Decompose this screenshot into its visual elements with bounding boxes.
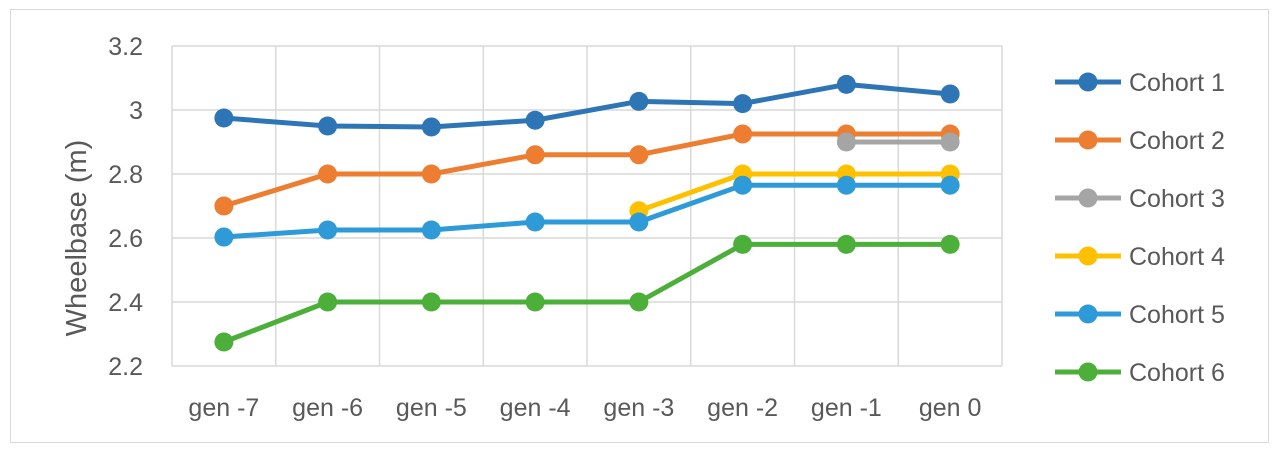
legend-item: Cohort 6 [1055, 359, 1225, 387]
data-point [421, 117, 441, 137]
legend-label: Cohort 3 [1129, 185, 1225, 213]
data-point [836, 74, 856, 94]
data-point [525, 292, 545, 312]
data-point [629, 145, 649, 165]
series-line [223, 182, 951, 240]
data-point [629, 292, 649, 312]
series-3 [836, 132, 960, 152]
chart-frame [10, 9, 1269, 443]
data-point [733, 94, 753, 114]
data-point [940, 175, 960, 195]
legend-label: Cohort 5 [1129, 301, 1225, 329]
data-point [214, 108, 234, 128]
data-point [525, 212, 545, 232]
x-tick-label: gen -5 [396, 394, 467, 422]
legend-label: Cohort 4 [1129, 243, 1225, 271]
y-tick-label: 3.2 [108, 33, 143, 61]
data-point [940, 234, 960, 254]
data-point [318, 164, 338, 184]
data-point [836, 234, 856, 254]
data-point [421, 292, 441, 312]
legend-marker [1078, 72, 1098, 92]
y-axis-ticks: 2.2 2.4 2.6 2.8 3 3.2 [108, 33, 143, 381]
legend-label: Cohort 2 [1129, 127, 1225, 155]
data-point [318, 220, 338, 240]
x-tick-label: gen -4 [500, 394, 571, 422]
data-point [214, 332, 234, 352]
legend-item: Cohort 1 [1055, 69, 1225, 97]
data-point [629, 212, 649, 232]
data-point [940, 84, 960, 104]
data-point [525, 145, 545, 165]
series-group [214, 74, 960, 352]
data-point [629, 91, 649, 111]
series-5 [214, 175, 960, 247]
series-line [223, 81, 951, 130]
gridlines [171, 45, 1003, 367]
legend-marker [1078, 188, 1098, 208]
data-point [421, 220, 441, 240]
series-line [638, 171, 951, 214]
data-point [318, 116, 338, 136]
x-axis-ticks: gen -7 gen -6 gen -5 gen -4 gen -3 gen -2 gen … [188, 394, 981, 422]
data-point [214, 196, 234, 216]
x-tick-label: gen -1 [811, 394, 882, 422]
data-point [940, 132, 960, 152]
legend-marker [1078, 362, 1098, 382]
legend-marker [1078, 130, 1098, 150]
data-point [214, 227, 234, 247]
data-point [733, 234, 753, 254]
x-tick-label: gen -3 [603, 394, 674, 422]
series-line [222, 241, 951, 345]
y-tick-label: 2.4 [108, 289, 143, 317]
data-point [836, 175, 856, 195]
y-tick-label: 2.6 [108, 225, 143, 253]
legend-marker [1078, 246, 1098, 266]
data-point [733, 175, 753, 195]
legend-item: Cohort 4 [1055, 243, 1225, 271]
y-tick-label: 2.8 [108, 161, 143, 189]
data-point [525, 110, 545, 130]
legend-item: Cohort 3 [1055, 185, 1225, 213]
series-line [223, 131, 951, 209]
legend-item: Cohort 2 [1055, 127, 1225, 155]
series-1 [214, 74, 960, 137]
y-axis-title: Wheelbase (m) [61, 140, 93, 337]
x-tick-label: gen -2 [707, 394, 778, 422]
legend-item: Cohort 5 [1055, 301, 1225, 329]
x-tick-label: gen -7 [188, 394, 259, 422]
series-6 [214, 234, 960, 352]
legend: Cohort 1 Cohort 2 Cohort 3 Cohort 4 Cohort 5… [1055, 69, 1225, 387]
y-tick-label: 2.2 [108, 353, 143, 381]
data-point [836, 132, 856, 152]
x-tick-label: gen -6 [292, 394, 363, 422]
legend-label: Cohort 6 [1129, 359, 1225, 387]
data-point [318, 292, 338, 312]
data-point [421, 164, 441, 184]
data-point [733, 124, 753, 144]
legend-label: Cohort 1 [1129, 69, 1225, 97]
x-tick-label: gen 0 [919, 394, 982, 422]
legend-marker [1078, 304, 1098, 324]
y-tick-label: 3 [129, 97, 143, 125]
